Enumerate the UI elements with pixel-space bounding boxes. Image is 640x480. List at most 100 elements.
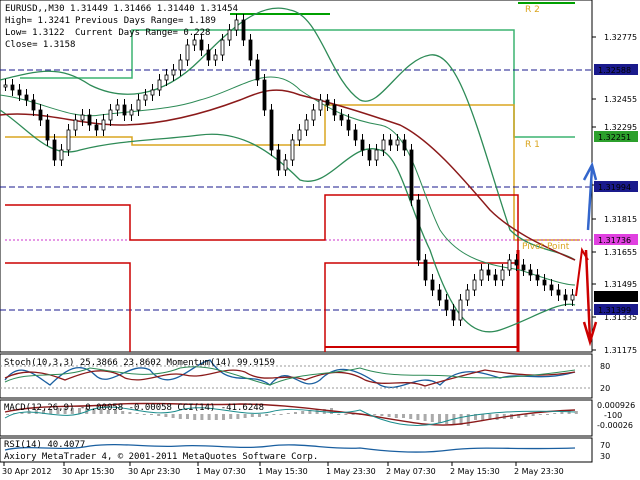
candle-body — [304, 119, 309, 131]
up-arrow-icon — [586, 167, 594, 231]
down-arrow-icon — [584, 249, 592, 341]
time-tick-label: 2 May 15:30 — [450, 467, 500, 476]
rsi-label: RSI(14) 40.4077 — [4, 440, 85, 450]
indicator-lines — [0, 7, 576, 333]
macd-bar — [394, 414, 398, 418]
stoch-tick-20: 20 — [600, 384, 610, 393]
macd-bar — [34, 410, 38, 414]
price-marker-label: 1.32588 — [598, 66, 631, 75]
macd-bar — [272, 414, 276, 415]
candle-body — [479, 269, 484, 281]
macd-bar — [466, 414, 470, 426]
candle-body — [521, 264, 526, 271]
candle-body — [255, 59, 260, 81]
macd-bar — [351, 414, 355, 415]
red-level-lower — [5, 262, 131, 352]
candle-body — [115, 104, 120, 111]
macd-bar — [538, 414, 542, 415]
candle-body — [24, 94, 29, 101]
candlesticks — [3, 14, 575, 326]
candle-body — [87, 114, 92, 126]
macd-bar — [265, 414, 269, 416]
macd-bar — [430, 414, 434, 422]
macd-bar — [222, 414, 225, 420]
rsi-panel[interactable] — [0, 437, 593, 463]
candle-body — [143, 94, 148, 101]
candle-body — [542, 279, 547, 286]
macd-bar — [308, 410, 312, 414]
macd-bar — [294, 412, 297, 414]
macd-bar — [380, 414, 384, 416]
price-axis[interactable]: 1.327751.324551.322951.321351.318151.316… — [592, 33, 638, 355]
price-marker-label: 1.31399 — [598, 306, 631, 315]
momentum-line — [4, 366, 576, 386]
candle-body — [199, 39, 204, 51]
macd-bar — [546, 414, 549, 415]
macd-label: MACD(12,26,9) -0.00058 -0.00058 CCI(14) … — [4, 403, 264, 413]
macd-tick-2: -100 — [604, 411, 622, 420]
macd-bar — [114, 410, 117, 414]
candle-body — [10, 84, 15, 91]
macd-bar — [70, 408, 74, 414]
macd-bar — [49, 409, 53, 414]
price-marker — [594, 291, 638, 302]
macd-bar — [531, 414, 535, 416]
bb-upper — [0, 7, 576, 261]
r1-label: R 1 — [525, 140, 540, 150]
candle-body — [570, 294, 575, 301]
price-marker — [594, 64, 638, 75]
r2-line — [20, 29, 575, 138]
time-tick-label: 30 Apr 15:30 — [62, 467, 114, 476]
macd-bar — [214, 414, 218, 420]
candle-body — [17, 89, 22, 96]
candle-body — [122, 104, 127, 116]
time-tick-label: 1 May 23:30 — [326, 467, 376, 476]
candle-body — [549, 284, 554, 291]
chart-header: EURUSD,,M30 1.31449 1.31466 1.31440 1.31… — [5, 4, 238, 50]
candle-body — [486, 269, 491, 276]
rsi-tick-30: 30 — [600, 452, 610, 461]
candle-body — [290, 139, 295, 161]
macd-bar — [92, 409, 96, 414]
candle-body — [38, 109, 43, 121]
candle-body — [311, 109, 316, 121]
macd-bar — [416, 414, 420, 420]
macd-bar — [279, 414, 283, 415]
macd-bar — [438, 414, 441, 423]
candle-body — [157, 79, 162, 91]
moving-average — [0, 89, 576, 261]
price-tick-label: 1.31655 — [604, 248, 637, 257]
time-tick-label: 2 May 23:30 — [514, 467, 564, 476]
macd-bar — [121, 411, 125, 414]
candle-body — [297, 129, 302, 141]
candle-body — [507, 259, 512, 271]
macd-bar — [250, 414, 254, 417]
candle-body — [129, 109, 134, 116]
candle-body — [164, 74, 169, 81]
candle-body — [66, 129, 71, 151]
candle-body — [514, 259, 519, 266]
candle-body — [234, 19, 239, 31]
candle-body — [409, 149, 414, 201]
high-label: High= 1.3241 — [5, 16, 70, 26]
red-tail-icon — [575, 247, 589, 297]
candle-body — [339, 114, 344, 121]
candle-body — [437, 289, 442, 301]
curr-range-label: Current Days Range= 0.228 — [75, 28, 210, 38]
price-tick-label: 1.32295 — [604, 123, 637, 132]
candle-body — [458, 299, 463, 321]
candle-body — [241, 19, 246, 41]
bb-lower — [0, 109, 576, 333]
candle-body — [192, 39, 197, 46]
candle-body — [262, 79, 267, 111]
time-tick-label: 1 May 07:30 — [196, 467, 246, 476]
copyright-text: Axiory MetaTrader 4, © 2001-2011 MetaQuo… — [4, 452, 318, 462]
pivot-lines — [0, 2, 592, 352]
prev-range-label: Previous Days Range= 1.189 — [75, 16, 216, 26]
candle-body — [423, 259, 428, 281]
macd-bar — [495, 414, 499, 420]
price-tick-label: 1.31335 — [604, 313, 637, 322]
r2-label: R 2 — [525, 5, 540, 15]
macd-bar — [193, 414, 197, 420]
